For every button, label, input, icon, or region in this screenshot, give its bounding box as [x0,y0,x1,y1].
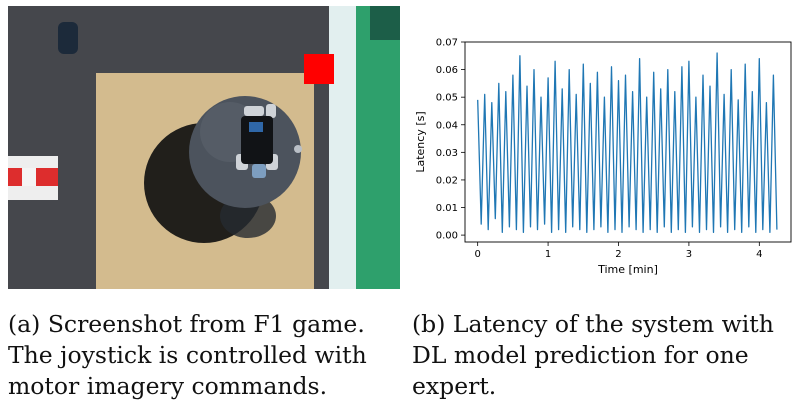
caption-a: (a) Screenshot from F1 game. The joystic… [8,309,367,402]
y-tick-label: 0.00 [436,231,458,242]
y-tick-label: 0.04 [436,120,458,131]
caption-a-line-3: motor imagery commands. [8,372,328,400]
x-tick-label: 3 [686,249,692,260]
x-tick-label: 2 [615,249,621,260]
red-marker [304,54,334,84]
caption-b-line-3: expert. [412,372,497,400]
latency-series-line [477,52,778,233]
x-axis-label: Time [min] [597,263,658,276]
barrier-stripe-white [22,168,36,186]
y-tick-label: 0.02 [436,175,458,186]
y-tick-label: 0.05 [436,93,458,104]
x-tick-label: 1 [545,249,551,260]
y-tick-label: 0.07 [436,38,458,49]
y-axis: 0.00 0.01 0.02 0.03 0.04 0.05 0.06 0.07 [436,38,465,242]
game-screenshot [8,6,400,289]
x-tick-label: 0 [474,249,480,260]
caption-b: (b) Latency of the system with DL model … [412,309,792,402]
grass-area [356,6,400,289]
y-tick-label: 0.06 [436,65,458,76]
x-axis: 0 1 2 3 4 [474,242,763,260]
caption-a-line-1: (a) Screenshot from F1 game. [8,310,365,338]
y-tick-label: 0.01 [436,203,458,214]
grass-block [370,6,400,40]
caption-a-line-2: The joystick is controlled with [8,341,367,369]
lane-stripe [329,6,356,289]
latency-chart: 0.00 0.01 0.02 0.03 0.04 0.05 0.06 0.07 0 1 2 3 4 L… [414,38,792,276]
y-axis-label: Latency [s] [414,111,427,172]
y-tick-label: 0.03 [436,148,458,159]
x-tick-label: 4 [756,249,762,260]
plot-frame [464,41,792,243]
caption-b-line-2: DL model prediction for one [412,341,749,369]
post-object [58,22,78,54]
car-icon [236,104,302,178]
caption-b-line-1: (b) Latency of the system with [412,310,774,338]
